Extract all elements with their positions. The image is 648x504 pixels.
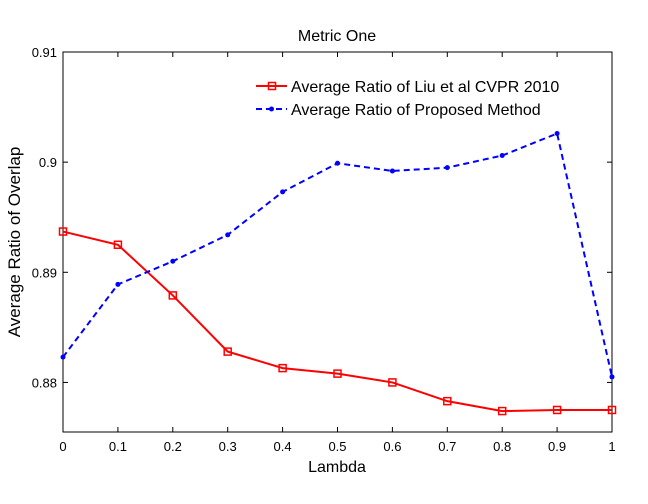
x-tick-label: 0.7 — [438, 439, 456, 454]
x-axis-label: Lambda — [308, 459, 366, 476]
y-tick-label: 0.88 — [32, 375, 57, 390]
plot-area — [62, 51, 613, 433]
x-tick-label: 0.1 — [109, 439, 127, 454]
series-0-point — [497, 406, 507, 416]
series-0-point — [333, 369, 342, 378]
series-1-point — [170, 258, 176, 264]
legend-label-liu: Average Ratio of Liu et al CVPR 2010 — [291, 79, 559, 96]
x-tick-label: 0.6 — [383, 439, 401, 454]
x-tick-label: 0 — [59, 439, 66, 454]
series-0-point — [223, 347, 232, 356]
y-axis-label: Average Ratio of Overlap — [5, 147, 24, 338]
series-1-point — [554, 131, 560, 137]
series-0-point — [388, 378, 397, 387]
x-tick-label: 0.9 — [548, 439, 566, 454]
series-1-point — [225, 232, 231, 238]
series-1-point — [389, 168, 395, 174]
y-tick-label: 0.89 — [32, 265, 57, 280]
series-1-point — [444, 165, 450, 171]
series-0-point — [58, 227, 68, 236]
y-axis-ticks: 0.88 0.89 0.9 0.91 — [32, 45, 612, 390]
x-tick-label: 0.5 — [328, 439, 346, 454]
series-line-0 — [62, 230, 612, 413]
legend-entry-proposed: Average Ratio of Proposed Method — [256, 102, 541, 119]
series-0-point — [278, 363, 287, 373]
series-0-point — [607, 405, 617, 415]
series-1-point — [499, 153, 505, 159]
x-tick-label: 1 — [608, 439, 615, 454]
x-tick-label: 0.8 — [493, 439, 511, 454]
legend-marker-proposed — [269, 106, 274, 112]
series-1-point — [115, 281, 121, 287]
x-axis-ticks: 0 0.1 0.2 0.3 0.4 0.5 0.6 0.7 0.8 0.9 1 — [59, 52, 616, 454]
y-tick-label: 0.91 — [32, 45, 57, 60]
legend-marker-liu — [267, 81, 277, 91]
series-1-point — [280, 189, 286, 195]
legend-entry-liu: Average Ratio of Liu et al CVPR 2010 — [256, 79, 559, 96]
x-tick-label: 0.2 — [164, 439, 182, 454]
series-0-point — [168, 291, 178, 300]
chart-title: Metric One — [298, 28, 376, 45]
series-0-point — [443, 396, 452, 406]
legend-label-proposed: Average Ratio of Proposed Method — [291, 102, 541, 119]
x-tick-label: 0.3 — [219, 439, 237, 454]
series-1-point — [335, 160, 340, 166]
series-0-point — [113, 240, 123, 250]
x-tick-label: 0.4 — [274, 439, 292, 454]
legend: Average Ratio of Liu et al CVPR 2010 Ave… — [256, 79, 559, 119]
series-0-point — [552, 405, 562, 415]
series-layer — [58, 131, 617, 416]
series-1-point — [60, 354, 66, 360]
y-tick-label: 0.9 — [39, 155, 57, 170]
series-1-point — [609, 374, 615, 380]
